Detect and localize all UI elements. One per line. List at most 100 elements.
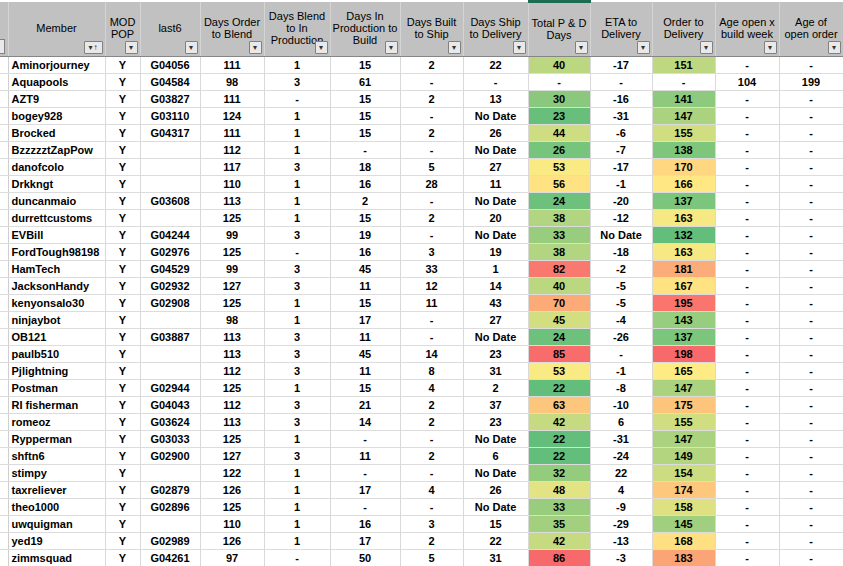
cell-d_blend_prod[interactable]: 1 [264, 108, 330, 125]
cell-d_built_ship[interactable]: - [400, 74, 463, 91]
cell-d_ship_del[interactable]: 14 [463, 278, 528, 295]
cell-d_order_blend[interactable]: 117 [200, 159, 264, 176]
cell-member[interactable]: Rypperman [8, 431, 105, 448]
cell-age_order[interactable]: - [779, 108, 843, 125]
cell-d_ship_del[interactable]: - [463, 74, 528, 91]
cell-d_blend_prod[interactable]: - [264, 91, 330, 108]
cell-d_ship_del[interactable]: 37 [463, 397, 528, 414]
cell-d_built_ship[interactable]: 2 [400, 448, 463, 465]
cell-age_order[interactable]: - [779, 329, 843, 346]
cell-total_pd[interactable]: 23 [528, 108, 590, 125]
cell-eta_del[interactable]: -24 [590, 448, 652, 465]
cell-d_built_ship[interactable]: 5 [400, 159, 463, 176]
cell-order_del[interactable]: 138 [652, 142, 715, 159]
cell-order_del[interactable]: 147 [652, 108, 715, 125]
cell-age_build[interactable]: - [715, 227, 779, 244]
cell-d_prod_build[interactable]: 15 [330, 210, 400, 227]
cell-d_order_blend[interactable]: 125 [200, 210, 264, 227]
cell-d_ship_del[interactable]: 27 [463, 312, 528, 329]
cell-d_blend_prod[interactable]: 1 [264, 499, 330, 516]
cell-total_pd[interactable]: 53 [528, 363, 590, 380]
column-header-mod_pop[interactable]: MOD POP▾ [105, 2, 140, 57]
cell-d_order_blend[interactable]: 122 [200, 465, 264, 482]
cell-last6[interactable] [140, 159, 200, 176]
cell-d_blend_prod[interactable]: 1 [264, 312, 330, 329]
cell-eta_del[interactable]: -29 [590, 516, 652, 533]
cell-eta_del[interactable]: -12 [590, 210, 652, 227]
cell-d_prod_build[interactable]: 11 [330, 448, 400, 465]
filter-button-mod_pop[interactable]: ▾ [125, 41, 138, 54]
cell-total_pd[interactable]: 38 [528, 210, 590, 227]
cell-last6[interactable]: G04529 [140, 261, 200, 278]
filter-button-total_pd[interactable]: ▾ [575, 41, 588, 54]
cell-d_ship_del[interactable]: No Date [463, 227, 528, 244]
cell-d_prod_build[interactable]: 17 [330, 482, 400, 499]
cell-age_build[interactable]: - [715, 448, 779, 465]
cell-mod_pop[interactable]: Y [105, 516, 140, 533]
cell-d_order_blend[interactable]: 111 [200, 91, 264, 108]
cell-d_blend_prod[interactable]: 3 [264, 159, 330, 176]
filter-button-eta_del[interactable]: ▾ [637, 41, 650, 54]
cell-d_built_ship[interactable]: - [400, 431, 463, 448]
cell-age_build[interactable]: - [715, 312, 779, 329]
cell-member[interactable]: EVBill [8, 227, 105, 244]
cell-last6[interactable]: G04584 [140, 74, 200, 91]
cell-last6[interactable]: G03033 [140, 431, 200, 448]
cell-total_pd[interactable]: - [528, 74, 590, 91]
cell-d_order_blend[interactable]: 112 [200, 142, 264, 159]
cell-mod_pop[interactable]: Y [105, 108, 140, 125]
cell-d_ship_del[interactable]: 6 [463, 448, 528, 465]
cell-d_blend_prod[interactable]: 3 [264, 448, 330, 465]
cell-d_order_blend[interactable]: 125 [200, 295, 264, 312]
cell-member[interactable]: zimmsquad [8, 550, 105, 566]
cell-d_blend_prod[interactable]: 1 [264, 482, 330, 499]
cell-age_build[interactable]: - [715, 176, 779, 193]
cell-d_built_ship[interactable]: 2 [400, 210, 463, 227]
cell-age_build[interactable]: - [715, 193, 779, 210]
cell-total_pd[interactable]: 24 [528, 193, 590, 210]
cell-order_del[interactable]: 198 [652, 346, 715, 363]
cell-d_ship_del[interactable]: No Date [463, 142, 528, 159]
cell-d_built_ship[interactable]: 4 [400, 380, 463, 397]
cell-eta_del[interactable]: -20 [590, 193, 652, 210]
cell-d_built_ship[interactable]: 2 [400, 533, 463, 550]
cell-age_order[interactable]: - [779, 278, 843, 295]
cell-mod_pop[interactable]: Y [105, 261, 140, 278]
cell-total_pd[interactable]: 44 [528, 125, 590, 142]
cell-d_prod_build[interactable]: 15 [330, 295, 400, 312]
cell-eta_del[interactable]: 4 [590, 482, 652, 499]
cell-eta_del[interactable]: -7 [590, 142, 652, 159]
cell-last6[interactable]: G02879 [140, 482, 200, 499]
cell-d_prod_build[interactable]: 61 [330, 74, 400, 91]
cell-d_built_ship[interactable]: 8 [400, 363, 463, 380]
cell-d_built_ship[interactable]: - [400, 108, 463, 125]
cell-d_blend_prod[interactable]: 3 [264, 397, 330, 414]
cell-age_build[interactable]: - [715, 261, 779, 278]
cell-member[interactable]: Postman [8, 380, 105, 397]
cell-age_order[interactable]: - [779, 465, 843, 482]
cell-order_del[interactable]: 174 [652, 482, 715, 499]
cell-d_built_ship[interactable]: 2 [400, 91, 463, 108]
cell-last6[interactable] [140, 142, 200, 159]
filter-button-d_built_ship[interactable]: ▾ [448, 41, 461, 54]
filter-button-age_order[interactable]: ▾ [828, 41, 841, 54]
cell-d_ship_del[interactable]: 11 [463, 176, 528, 193]
cell-d_order_blend[interactable]: 113 [200, 414, 264, 431]
cell-total_pd[interactable]: 40 [528, 57, 590, 74]
cell-mod_pop[interactable]: Y [105, 533, 140, 550]
cell-mod_pop[interactable]: Y [105, 278, 140, 295]
cell-order_del[interactable]: 181 [652, 261, 715, 278]
cell-order_del[interactable]: 147 [652, 380, 715, 397]
cell-last6[interactable]: G02896 [140, 499, 200, 516]
cell-order_del[interactable]: 175 [652, 397, 715, 414]
cell-last6[interactable] [140, 346, 200, 363]
cell-total_pd[interactable]: 30 [528, 91, 590, 108]
cell-last6[interactable]: G03887 [140, 329, 200, 346]
cell-total_pd[interactable]: 35 [528, 516, 590, 533]
cell-d_prod_build[interactable]: 15 [330, 57, 400, 74]
cell-d_ship_del[interactable]: No Date [463, 499, 528, 516]
cell-age_order[interactable]: - [779, 210, 843, 227]
cell-d_built_ship[interactable]: - [400, 193, 463, 210]
cell-age_build[interactable]: - [715, 108, 779, 125]
column-header-d_built_ship[interactable]: Days Built to Ship▾ [400, 2, 463, 57]
